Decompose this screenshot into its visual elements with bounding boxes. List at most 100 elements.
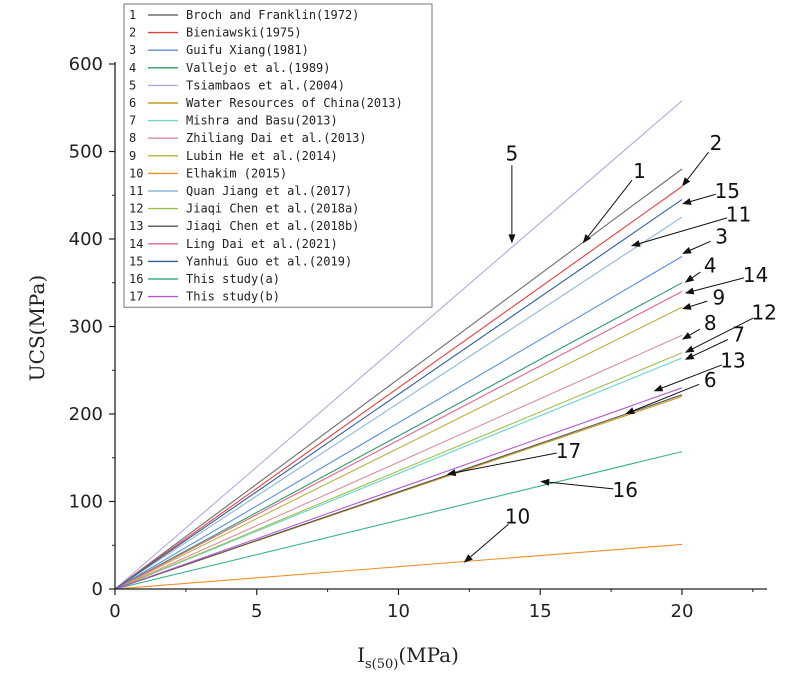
callout-label: 7 xyxy=(732,322,745,346)
legend-label: Lubin He et al.(2014) xyxy=(186,149,338,163)
legend-label: Tsiambaos et al.(2004) xyxy=(186,78,345,92)
legend-label: Broch and Franklin(1972) xyxy=(186,8,359,22)
callout-arrow-line xyxy=(690,300,708,307)
callout-arrow-line xyxy=(639,217,728,244)
series-line-8 xyxy=(114,334,683,590)
callout-label: 10 xyxy=(505,504,530,528)
callout-label: 9 xyxy=(712,286,725,310)
legend-label: This study(a) xyxy=(186,272,280,286)
series-line-15 xyxy=(114,199,683,590)
series-line-14 xyxy=(114,291,683,590)
callout-arrow-head xyxy=(508,234,516,244)
callout-arrow-head xyxy=(684,287,695,295)
legend-label: Quan Jiang et al.(2017) xyxy=(186,184,352,198)
legend-label: Jiaqi Chen et al.(2018a) xyxy=(186,202,359,216)
callout-arrow-head xyxy=(682,303,692,310)
series-line-3 xyxy=(114,256,683,590)
callout-arrow-line xyxy=(455,452,557,474)
legend-number: 11 xyxy=(129,184,143,198)
y-tick-label: 500 xyxy=(69,142,103,163)
callout-label: 15 xyxy=(715,179,740,203)
legend-number: 14 xyxy=(129,237,143,251)
callout-arrow-head xyxy=(630,240,641,247)
callout-arrow-head xyxy=(682,247,692,254)
callout-arrow-line xyxy=(690,193,716,202)
legend-number: 6 xyxy=(129,96,136,110)
callout-label: 16 xyxy=(613,478,638,502)
callout-arrow-head xyxy=(684,352,695,360)
y-tick-label: 100 xyxy=(69,492,103,513)
series-line-16 xyxy=(114,451,683,590)
legend-number: 12 xyxy=(129,202,143,216)
legend-number: 13 xyxy=(129,219,143,233)
callout-arrow-head xyxy=(684,345,695,353)
callout-arrow-line xyxy=(689,240,711,251)
callout-arrow-line xyxy=(689,328,701,336)
callout-arrow-head xyxy=(625,407,635,414)
series-line-9 xyxy=(114,306,683,590)
callout-label: 17 xyxy=(556,439,581,463)
callout-label: 14 xyxy=(743,263,768,287)
legend-label: Elhakim (2015) xyxy=(186,166,287,180)
callout-arrow-line xyxy=(692,317,754,350)
x-tick-label: 15 xyxy=(529,601,552,622)
legend-number: 1 xyxy=(129,8,136,22)
callout-arrow-head xyxy=(653,384,664,392)
x-tick-label: 10 xyxy=(387,601,410,622)
y-axis-title: UCS(MPa) xyxy=(25,275,49,381)
callout-label: 5 xyxy=(506,141,519,165)
callout-label: 2 xyxy=(710,131,723,155)
callout-arrow-line xyxy=(633,383,700,412)
x-axis-title-sub: s(50) xyxy=(365,657,398,672)
legend-label: Jiaqi Chen et al.(2018b) xyxy=(186,219,359,233)
series-line-17 xyxy=(114,387,683,590)
callout-arrow-head xyxy=(682,177,691,187)
callout-arrow-line xyxy=(687,151,710,180)
legend-label: Bieniawski(1975) xyxy=(186,26,302,40)
callout-label: 12 xyxy=(751,301,776,325)
series-line-12 xyxy=(114,352,683,590)
series-line-2 xyxy=(114,186,683,590)
callout-arrow-line xyxy=(693,277,745,292)
y-tick-label: 600 xyxy=(69,54,103,75)
x-tick-label: 0 xyxy=(109,601,120,622)
legend-number: 5 xyxy=(129,78,136,92)
callout-label: 11 xyxy=(726,203,751,227)
callout-arrow-head xyxy=(682,332,692,340)
callout-label: 3 xyxy=(715,224,728,248)
y-tick-label: 200 xyxy=(69,404,103,425)
series-line-10 xyxy=(114,543,683,590)
x-tick-label: 5 xyxy=(251,601,262,622)
x-axis-title-unit: (MPa) xyxy=(398,643,459,667)
y-tick-label: 0 xyxy=(92,579,103,600)
callout-label: 6 xyxy=(704,368,717,392)
callout-label: 4 xyxy=(704,253,717,277)
callout-arrow-line xyxy=(661,364,722,389)
legend: 1 Broch and Franklin(1972) 2 Bieniawski(197… xyxy=(123,3,433,308)
series-line-4 xyxy=(114,282,683,590)
series-line-7 xyxy=(114,357,683,590)
callout-label: 8 xyxy=(704,311,717,335)
axis-titles: UCS(MPa) Is(50)(MPa) xyxy=(25,275,459,672)
callout-arrow-line xyxy=(587,179,633,237)
legend-label: Vallejo et al.(1989) xyxy=(186,61,331,75)
legend-label: Water Resources of China(2013) xyxy=(186,96,403,110)
legend-label: Ling Dai et al.(2021) xyxy=(186,237,338,251)
callout-arrow-line xyxy=(691,271,701,279)
series-line-11 xyxy=(114,216,683,590)
y-tick-label: 300 xyxy=(69,317,103,338)
legend-number: 17 xyxy=(129,290,143,304)
callout-arrow-head xyxy=(682,198,692,205)
x-axis-title-main: I xyxy=(357,643,365,667)
callout-arrow-head xyxy=(684,274,695,283)
callout-label: 1 xyxy=(633,159,646,183)
callout-arrow-head xyxy=(463,554,473,563)
legend-number: 9 xyxy=(129,149,136,163)
legend-label: Guifu Xiang(1981) xyxy=(186,43,309,57)
callout-arrow-head xyxy=(446,469,457,477)
series-line-13 xyxy=(114,394,683,590)
legend-number: 4 xyxy=(129,61,136,75)
callout-label: 13 xyxy=(720,349,745,373)
